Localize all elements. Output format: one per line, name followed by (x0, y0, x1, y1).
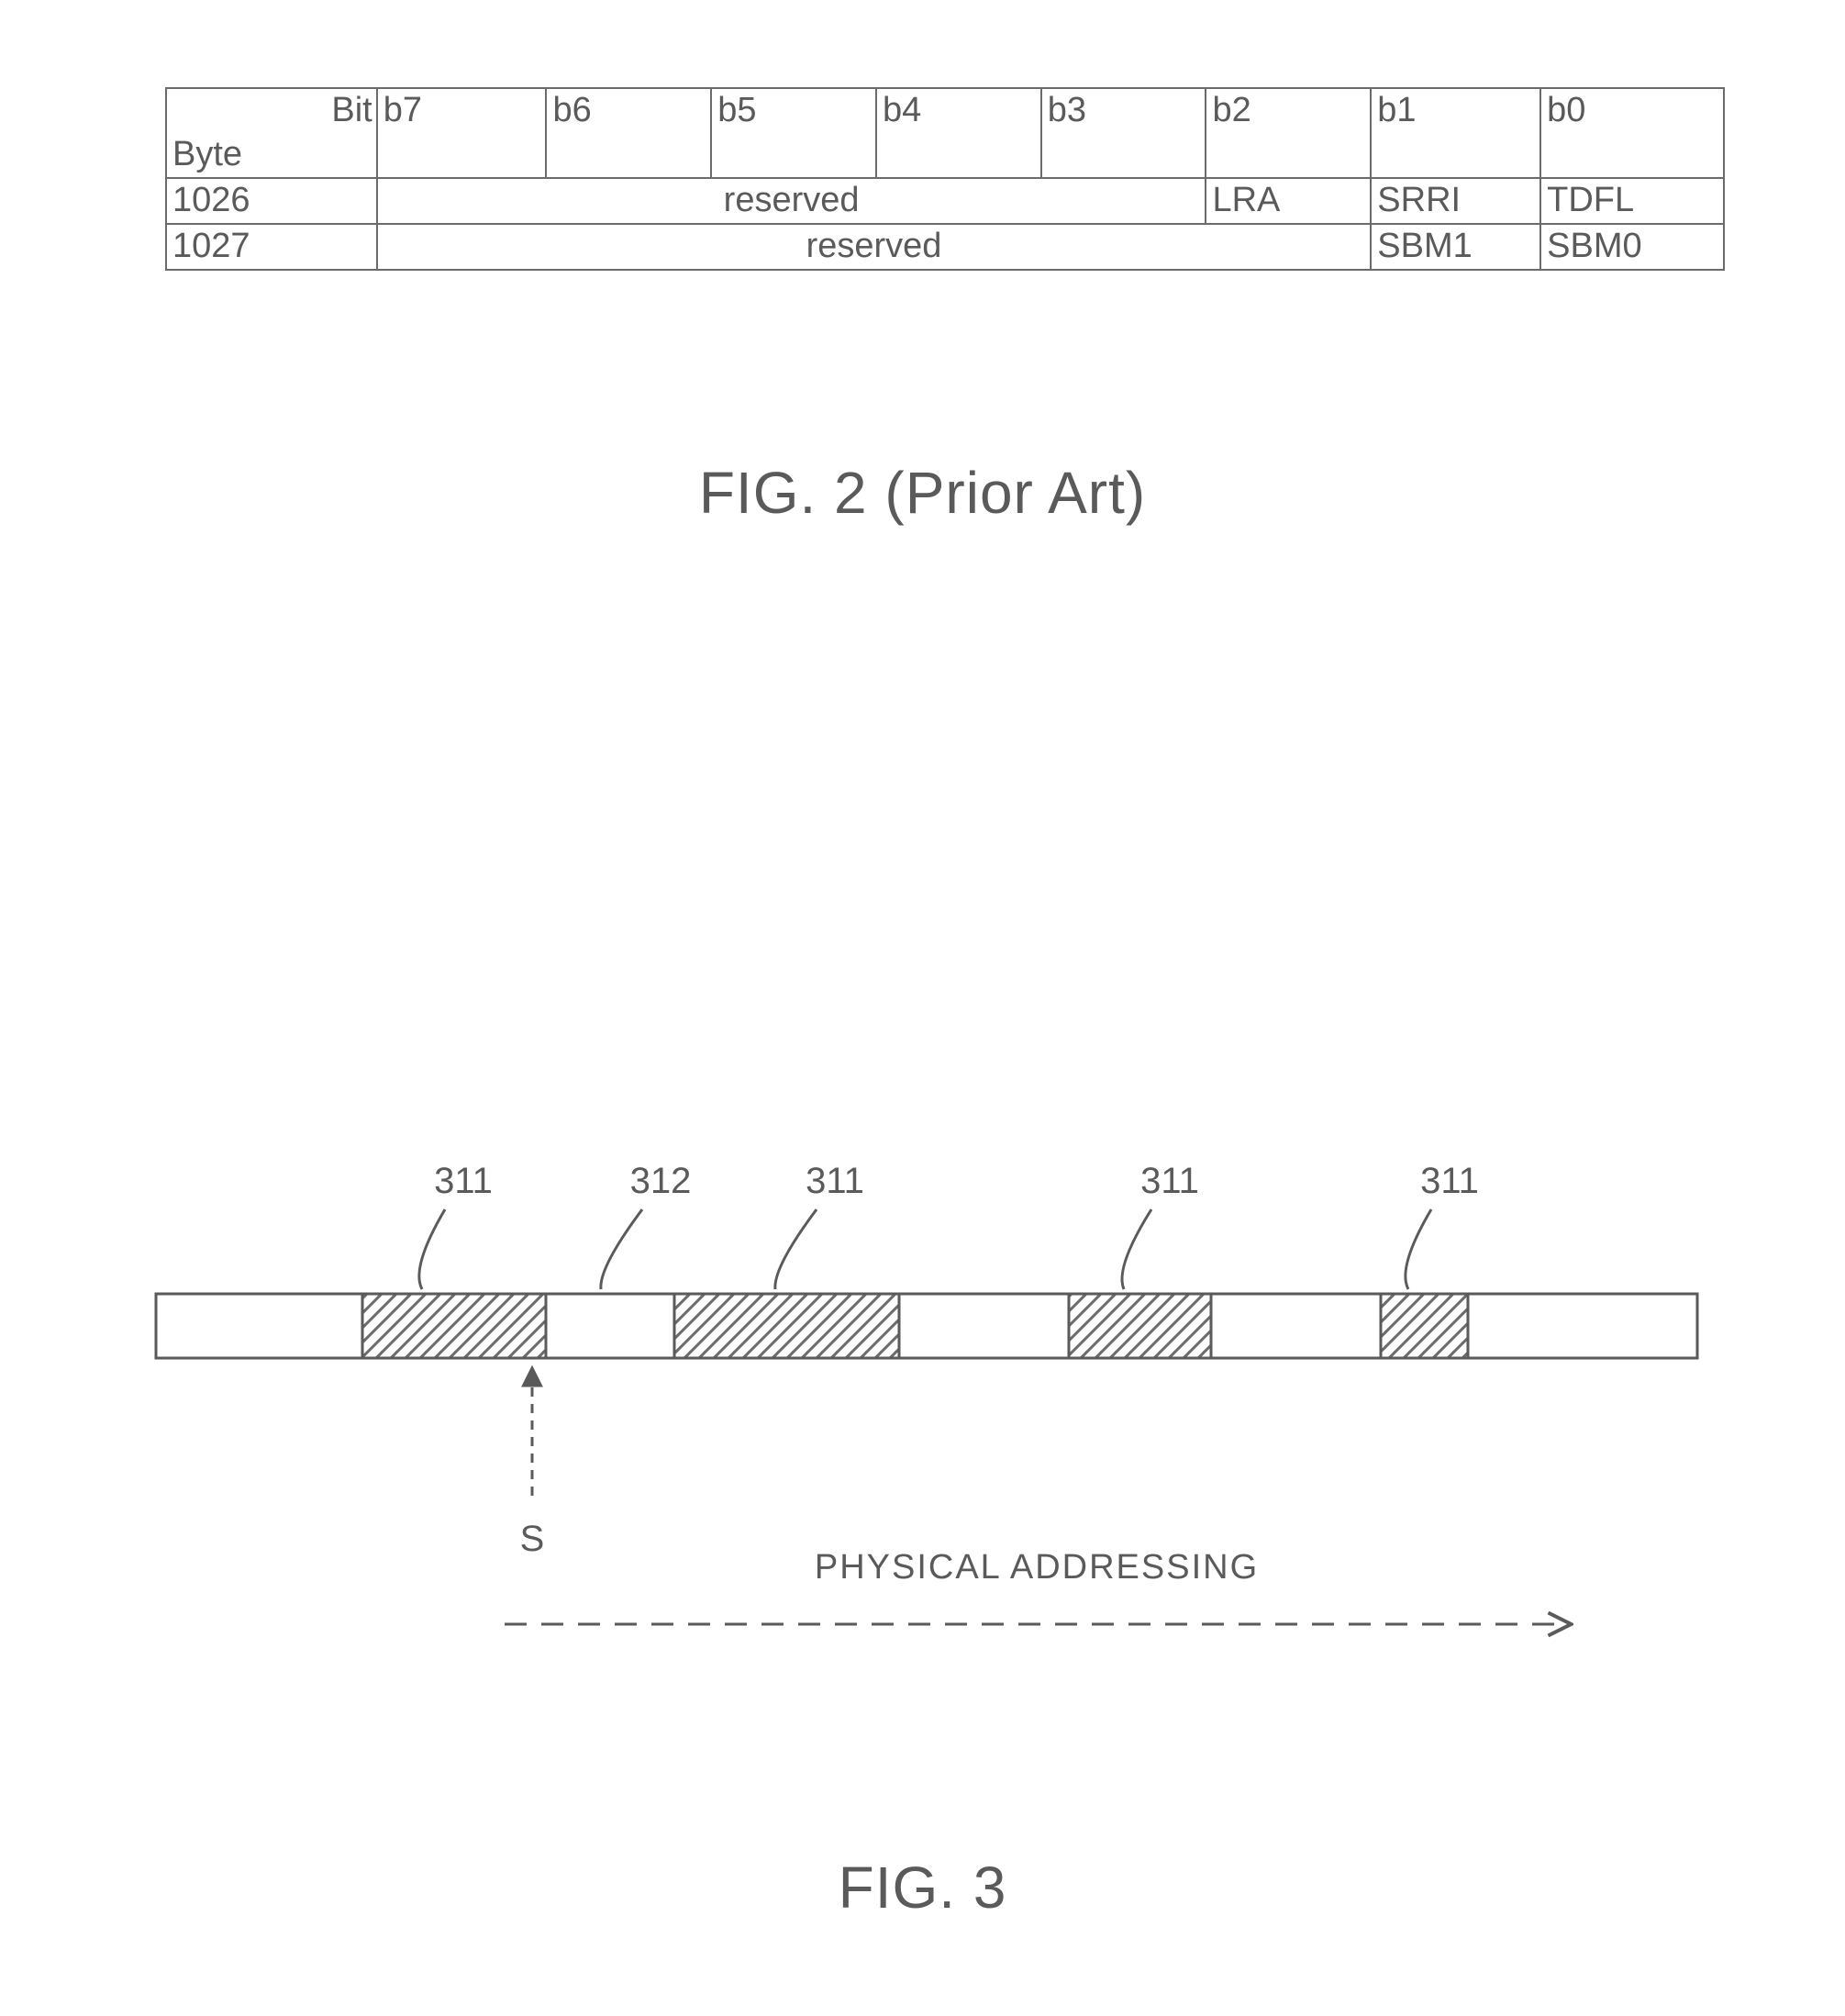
callout-leader-2 (775, 1209, 817, 1289)
bit-col-b3: b3 (1041, 88, 1206, 178)
byte-1026: 1026 (166, 178, 377, 224)
hatched-segment-3 (1381, 1294, 1468, 1358)
callout-leader-4 (1406, 1209, 1431, 1289)
byte-1027: 1027 (166, 224, 377, 270)
header-bit-label: Bit (166, 88, 377, 133)
bit-byte-table: Bitb7b6b5b4b3b2b1b0 Byte1026reservedLRASR… (165, 87, 1725, 271)
page: Bitb7b6b5b4b3b2b1b0 Byte1026reservedLRASR… (0, 0, 1845, 2016)
fig3-svg: 311 312 311 311 311 S PHYSICAL ADDRESSING (138, 1083, 1716, 1743)
hatched-segment-1 (674, 1294, 899, 1358)
s-pointer-label: S (520, 1519, 545, 1559)
bit-col-b1: b1 (1371, 88, 1540, 178)
cell-1027-SBM1: SBM1 (1371, 224, 1540, 270)
bit-col-b0: b0 (1540, 88, 1724, 178)
header-byte-label: Byte (166, 133, 377, 178)
callout-leader-3 (1122, 1209, 1151, 1289)
bit-col-b7: b7 (377, 88, 547, 178)
callout-label-0: 311 (434, 1161, 493, 1201)
cell-1026-TDFL: TDFL (1540, 178, 1724, 224)
callout-leader-0 (419, 1209, 445, 1289)
callout-leader-1 (601, 1209, 642, 1289)
hatched-segment-0 (362, 1294, 546, 1358)
cell-1027-SBM0: SBM0 (1540, 224, 1724, 270)
callout-label-4: 311 (1420, 1161, 1479, 1201)
cell-1026-LRA: LRA (1206, 178, 1371, 224)
fig3-diagram: 311 312 311 311 311 S PHYSICAL ADDRESSING (138, 1083, 1716, 1743)
cell-1027-reserved: reserved (377, 224, 1372, 270)
callout-label-3: 311 (1140, 1161, 1199, 1201)
cell-1026-SRRI: SRRI (1371, 178, 1540, 224)
callout-label-2: 311 (806, 1161, 864, 1201)
table: Bitb7b6b5b4b3b2b1b0 Byte1026reservedLRASR… (165, 87, 1725, 271)
bit-col-b4: b4 (876, 88, 1041, 178)
hatched-segment-2 (1069, 1294, 1211, 1358)
bit-col-b2: b2 (1206, 88, 1371, 178)
bit-col-b5: b5 (711, 88, 876, 178)
fig2-caption: FIG. 2 (Prior Art) (0, 459, 1845, 527)
cell-1026-reserved: reserved (377, 178, 1206, 224)
axis-label: PHYSICAL ADDRESSING (815, 1548, 1259, 1587)
callout-label-1: 312 (630, 1161, 692, 1201)
bit-col-b6: b6 (546, 88, 711, 178)
fig3-caption: FIG. 3 (0, 1854, 1845, 1921)
